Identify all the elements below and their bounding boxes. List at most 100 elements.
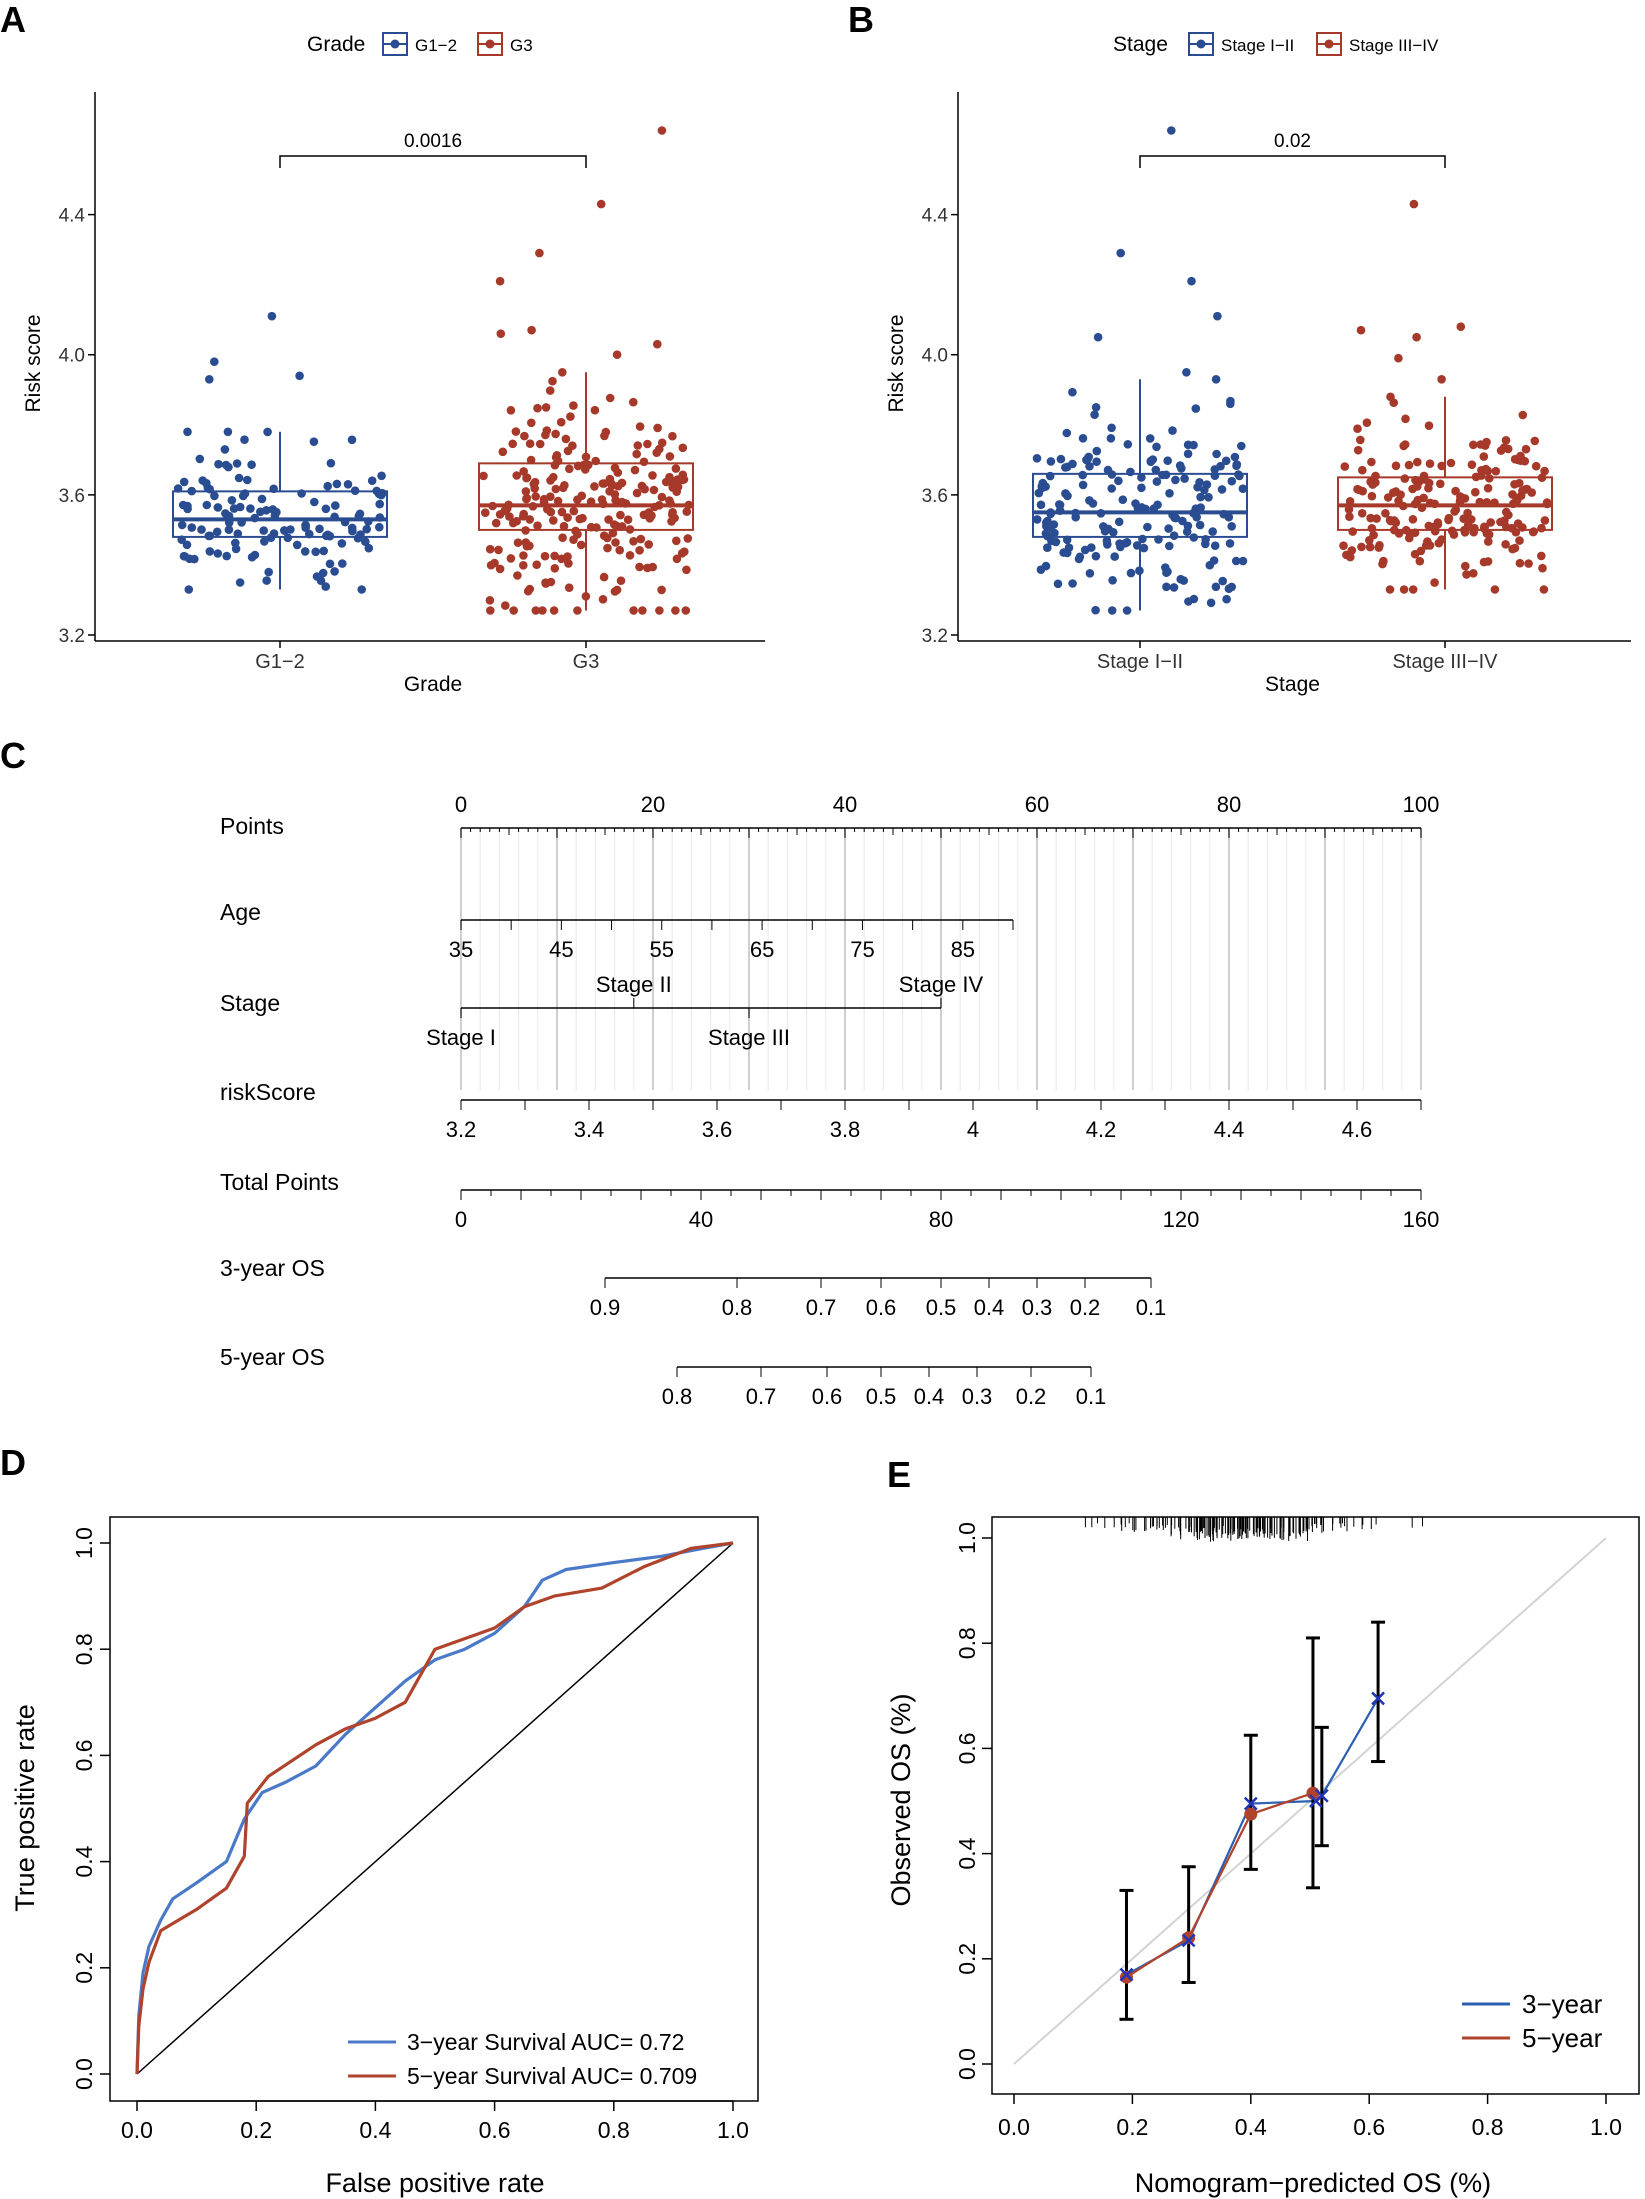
box [172,490,388,538]
data-point [183,501,192,511]
outlier-point [1213,311,1222,321]
y-tick-label: 4.0 [922,346,948,367]
x-axis-title: False positive rate [325,2168,544,2198]
data-point [632,449,641,459]
outlier-point [1116,248,1125,258]
data-point [1163,456,1172,466]
data-point [243,475,252,485]
points-tick-label: 100 [1403,792,1440,817]
data-point [213,549,223,558]
data-point [257,494,267,504]
data-point [1171,475,1180,485]
data-point [1085,569,1095,578]
data-point [264,567,274,577]
data-point [1051,537,1061,547]
data-point [1043,543,1052,552]
data-point [247,552,257,562]
outlier-point [1437,375,1446,384]
data-point [321,582,331,591]
y-axis-title: Observed OS (%) [886,1693,916,1906]
data-point [268,505,278,514]
data-point [525,439,535,449]
data-point [590,405,600,415]
data-point [1231,556,1241,566]
data-point [1510,543,1520,553]
data-point [1041,529,1051,538]
outlier-point [1187,276,1196,286]
data-point [353,533,363,543]
outlier-point [653,339,662,349]
data-point [575,514,585,524]
data-point [533,521,542,530]
data-point [1151,465,1161,475]
data-point [1521,444,1531,454]
data-point [1499,443,1509,453]
data-point [564,559,573,568]
x-tick-label: 0.4 [1235,2114,1267,2140]
data-point [240,435,249,445]
data-point [672,536,681,546]
data-point [1450,507,1459,516]
data-point [1502,507,1511,517]
data-point [1131,499,1140,508]
data-point [187,523,197,532]
data-point [1074,554,1084,564]
data-point [653,423,662,433]
panel-e-calibration: 0.0 0.0 0.2 0.2 0.4 0.4 0.6 0.6 0.8 0.8 1.0 1.0 Nomo… [886,1516,1640,2198]
data-point [635,422,645,431]
stage-level-label: Stage I [426,1025,496,1050]
data-point [1225,539,1235,548]
data-point [522,493,532,503]
data-point [1419,493,1428,503]
data-point [508,439,517,449]
data-point [569,506,579,516]
data-point [1484,530,1494,539]
os-tick-label: 0.7 [806,1295,837,1320]
data-point [599,479,609,488]
legend-key-dot [390,39,400,49]
data-point [600,431,609,441]
data-point [525,584,535,594]
riskscore-tick-label: 4.6 [1342,1117,1373,1142]
data-point [1126,467,1135,477]
data-point [1103,540,1112,549]
data-point [551,484,561,494]
data-point [1092,446,1102,456]
data-point [1515,558,1525,568]
y-tick-label: 0.2 [954,1943,980,1975]
data-point [1524,559,1533,568]
data-point [1451,486,1460,496]
data-point [527,418,536,428]
data-point [661,477,671,487]
legend-label: 3−year [1522,1989,1603,2019]
data-point [1369,530,1378,540]
x-tick-label: G3 [573,651,600,673]
data-point [541,403,551,412]
data-point [1137,473,1146,482]
data-point [1032,454,1042,463]
data-point [1413,482,1422,491]
data-point [1353,484,1362,494]
data-point [1515,478,1524,488]
roc-curve-3-year [135,1541,734,2075]
y-tick-label: 0.4 [71,1845,97,1877]
data-point [545,386,555,395]
data-point [1183,449,1193,459]
data-point [530,477,540,487]
data-point [1340,462,1350,471]
data-point [549,472,558,482]
data-point [495,564,505,574]
data-point-3-year [1243,1796,1258,1811]
data-point [577,491,587,501]
data-point [599,572,609,582]
data-point-5-year [1182,1931,1196,1945]
data-point [185,554,194,564]
data-point [1036,500,1046,510]
data-point [1143,522,1152,532]
data-point [633,441,643,450]
data-point [233,529,243,538]
data-point [1152,442,1161,452]
data-point [210,491,219,501]
total-points-tick-label: 160 [1403,1207,1440,1232]
os-tick-label: 0.4 [974,1295,1005,1320]
